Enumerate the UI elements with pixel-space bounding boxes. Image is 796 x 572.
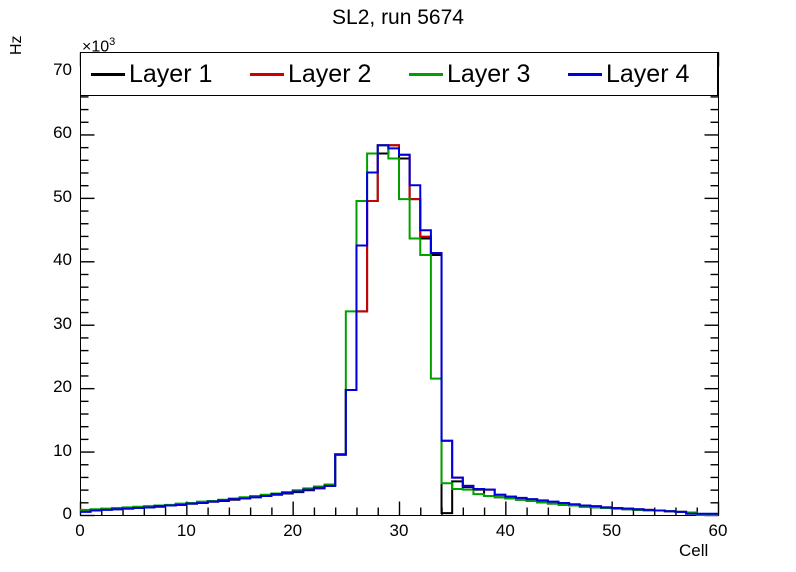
x-tick-label-60: 60 [708,521,728,540]
y-tick-label-60: 60 [53,123,72,143]
series-line-layer-4 [80,144,718,515]
y-tick-label-70: 70 [53,60,72,80]
y-axis-exponent-label: ×103 [82,36,115,56]
x-tick-label-20: 20 [283,521,303,540]
legend-swatch-layer-2 [250,72,284,76]
axis-ticks [79,52,720,517]
page-title: SL2, run 5674 [332,6,464,29]
y-axis-exponent-base: ×10 [82,38,110,56]
y-tick-label-20: 20 [53,377,72,397]
series-line-layer-3 [80,144,718,516]
x-tick-label-0: 0 [75,521,85,540]
series-line-layer-1 [80,144,718,516]
y-tick-label-10: 10 [53,440,72,460]
y-tick-label-0: 0 [62,504,72,523]
x-tick-label-40: 40 [495,521,515,540]
legend-label-layer-1: Layer 1 [129,59,213,88]
x-tick-label-50: 50 [602,521,622,540]
x-tick-label-30: 30 [389,521,409,540]
legend-swatch-layer-1 [91,72,125,76]
legend: Layer 1 Layer 2 Layer 3 Layer 4 [80,52,718,96]
x-axis-title: Cell [679,541,709,560]
legend-swatch-layer-3 [409,72,443,76]
plot-frame [80,52,719,516]
legend-entry-layer-2[interactable]: Layer 2 [240,59,399,88]
legend-swatch-layer-4 [568,72,602,76]
y-tick-label-40: 40 [53,250,72,270]
legend-entry-layer-1[interactable]: Layer 1 [81,59,240,88]
x-tick-label-10: 10 [176,521,196,540]
legend-label-layer-2: Layer 2 [288,59,372,88]
y-tick-label-30: 30 [53,313,72,333]
legend-label-layer-3: Layer 3 [447,59,531,88]
legend-entry-layer-3[interactable]: Layer 3 [399,59,558,88]
legend-label-layer-4: Layer 4 [606,59,690,88]
y-axis-exponent-power: 3 [109,36,116,48]
y-tick-label-50: 50 [53,186,72,206]
series-line-layer-2 [80,144,718,516]
legend-entry-layer-4[interactable]: Layer 4 [558,59,717,88]
